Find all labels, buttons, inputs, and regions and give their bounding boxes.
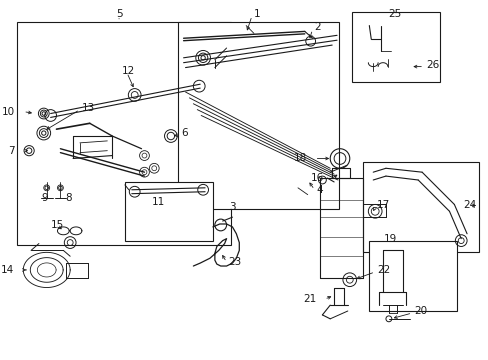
Text: 23: 23 (228, 257, 241, 267)
Text: 5: 5 (116, 9, 122, 19)
Text: 21: 21 (303, 294, 316, 304)
Text: 25: 25 (387, 9, 401, 19)
Bar (177, 22, 338, 209)
Text: 17: 17 (376, 201, 389, 210)
Text: 6: 6 (181, 128, 188, 138)
Text: 11: 11 (151, 197, 164, 207)
Bar (18, 22, 230, 244)
Text: 12: 12 (122, 66, 135, 76)
Text: 4: 4 (316, 185, 323, 195)
Text: 3: 3 (229, 202, 235, 212)
Text: 24: 24 (463, 201, 476, 210)
Bar (363, 162, 478, 252)
Text: 26: 26 (425, 60, 438, 69)
Text: 16: 16 (310, 173, 324, 183)
Text: 22: 22 (376, 265, 389, 275)
Text: 14: 14 (1, 265, 15, 275)
Text: 1: 1 (253, 9, 260, 19)
Bar (351, 12, 439, 82)
Text: 2: 2 (314, 22, 321, 32)
Text: 19: 19 (384, 234, 397, 244)
Text: 7: 7 (8, 146, 15, 156)
Text: 10: 10 (1, 107, 15, 117)
Text: 9: 9 (41, 193, 48, 203)
Text: 20: 20 (413, 306, 427, 316)
Text: 18: 18 (293, 153, 306, 163)
Bar (124, 182, 212, 240)
Text: 8: 8 (65, 193, 71, 203)
Text: 15: 15 (51, 220, 64, 230)
Bar (368, 240, 456, 311)
Text: 13: 13 (82, 103, 95, 113)
